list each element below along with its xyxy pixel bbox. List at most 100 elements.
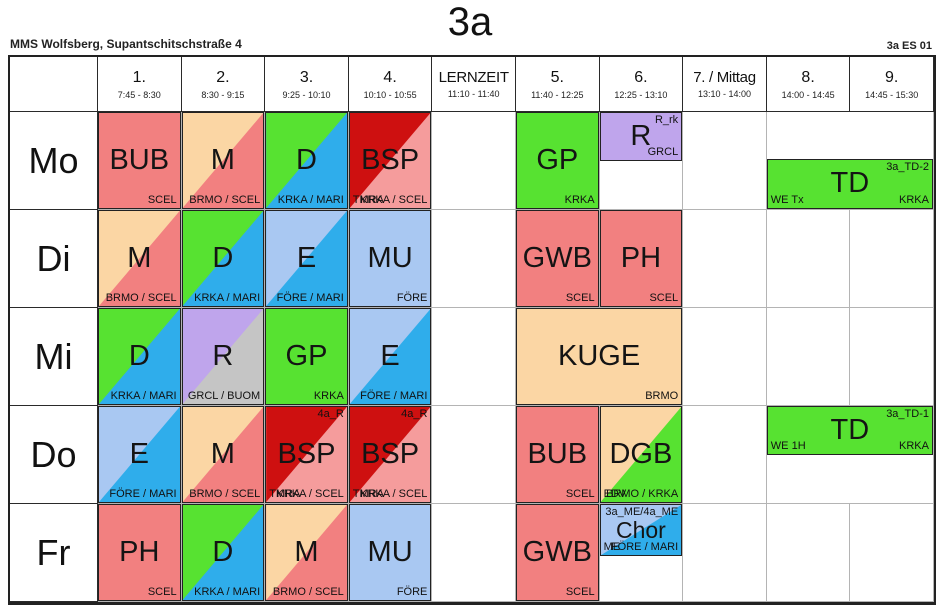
teacher-label: KRKA / MARI xyxy=(277,194,344,206)
cell-di-lernzeit xyxy=(432,210,516,308)
teacher-label: BRMO / SCEL xyxy=(105,292,177,304)
teacher-label: BRMO / KRKA xyxy=(606,488,679,500)
cell-mo-p3: D KRKA / MARI xyxy=(265,112,349,210)
teacher-label: BRMO xyxy=(645,390,679,402)
period-header-1: 1. 7:45 - 8:30 xyxy=(98,57,182,112)
subject-label: M xyxy=(294,536,319,568)
subject-label: MU xyxy=(367,242,413,274)
coupling-tag: 4a_R xyxy=(317,408,344,420)
subject-label: E xyxy=(380,340,400,372)
lesson-mi-e: E FÖRE / MARI xyxy=(348,308,432,405)
teacher-label: SCEL xyxy=(649,292,679,304)
cell-fr-p4: MU FÖRE xyxy=(348,504,433,602)
lesson-mo-gp: GP KRKA xyxy=(515,112,599,209)
room-label: TMRA xyxy=(352,194,384,206)
cell-do-lernzeit xyxy=(432,406,516,504)
cell-fr-p5: GWB SCEL xyxy=(515,504,600,602)
cell-fr-p6: 3a_ME/4a_ME Chor ME FÖRE / MARI xyxy=(599,504,684,602)
lesson-di-mu: MU FÖRE xyxy=(348,210,432,307)
subject-label: E xyxy=(129,438,149,470)
cell-di-p7 xyxy=(683,210,767,308)
cell-fr-lernzeit xyxy=(432,504,516,602)
coupling-tag: 3a_TD-1 xyxy=(886,408,929,420)
period-time: 13:10 - 14:00 xyxy=(697,89,752,99)
cell-do-p5: BUB SCEL xyxy=(515,406,600,504)
lesson-mi-gp: GP KRKA xyxy=(265,308,348,405)
teacher-label: SCEL xyxy=(147,586,177,598)
lesson-mo-r: R_rk R GRCL xyxy=(599,112,683,161)
lesson-di-m: M BRMO / SCEL xyxy=(98,210,181,307)
subject-label: D xyxy=(296,144,317,176)
cell-mo-p5: GP KRKA xyxy=(515,112,600,210)
lesson-mi-r: R GRCL / BUOM xyxy=(181,308,265,405)
period-header-4: 4. 10:10 - 10:55 xyxy=(348,57,433,112)
subject-label: KUGE xyxy=(557,340,641,372)
cell-do-p4: 4a_R BSP TMRA KRKA / SCEL xyxy=(348,406,433,504)
cell-di-p6: PH SCEL xyxy=(599,210,684,308)
teacher-label: BRMO / SCEL xyxy=(189,194,261,206)
plan-code: 3a ES 01 xyxy=(886,40,932,52)
coupling-tag: 3a_ME/4a_ME xyxy=(605,506,679,518)
cell-mo-p6: R_rk R GRCL xyxy=(599,112,684,210)
subject-label: M xyxy=(210,438,235,470)
period-time: 8:30 - 9:15 xyxy=(201,89,245,100)
page-title: 3a xyxy=(447,0,493,44)
room-label: EDV xyxy=(603,488,627,500)
teacher-label: KRKA xyxy=(899,439,929,452)
teacher-label: KRKA / MARI xyxy=(194,292,261,304)
timetable-grid: 1. 7:45 - 8:30 2. 8:30 - 9:15 3. 9:25 - … xyxy=(8,55,936,605)
lesson-di-e: E FÖRE / MARI xyxy=(265,210,348,307)
teacher-label: BRMO / SCEL xyxy=(272,586,344,598)
lesson-do-td: 3a_TD-1 TD WE 1H KRKA xyxy=(766,406,933,455)
lesson-do-m: M BRMO / SCEL xyxy=(181,406,265,503)
teacher-label: FÖRE / MARI xyxy=(109,488,177,500)
cell-do-p7 xyxy=(683,406,767,504)
lesson-fr-ph: PH SCEL xyxy=(98,504,181,601)
cell-mi-p3: GP KRKA xyxy=(265,308,349,406)
cell-di-p5: GWB SCEL xyxy=(515,210,600,308)
period-time: 9:25 - 10:10 xyxy=(282,89,331,100)
subject-label: TD xyxy=(830,413,870,446)
period-label: 9. xyxy=(885,68,899,86)
period-header-6: 6. 12:25 - 13:10 xyxy=(599,57,684,112)
subject-label: M xyxy=(210,144,235,176)
teacher-label: FÖRE / MARI xyxy=(360,390,428,402)
period-label: 6. xyxy=(634,68,648,86)
room-label: ME xyxy=(603,541,621,554)
coupling-tag: R_rk xyxy=(654,114,679,126)
cell-fr-p2: D KRKA / MARI xyxy=(181,504,266,602)
cell-mo-p7 xyxy=(683,112,767,210)
teacher-label: KRKA / SCEL xyxy=(276,488,344,500)
cell-mi-p9 xyxy=(850,308,934,406)
lesson-mo-d: D KRKA / MARI xyxy=(265,112,348,209)
lesson-fr-chor: 3a_ME/4a_ME Chor ME FÖRE / MARI xyxy=(599,504,683,557)
lesson-fr-mu: MU FÖRE xyxy=(348,504,432,601)
subject-label: BUB xyxy=(109,144,170,176)
subject-label: GWB xyxy=(522,242,592,274)
room-label: TMRA xyxy=(352,488,384,500)
teacher-label: KRKA / SCEL xyxy=(360,488,428,500)
cell-mi-p1: D KRKA / MARI xyxy=(98,308,182,406)
period-label: 1. xyxy=(132,68,146,86)
lesson-mo-m: M BRMO / SCEL xyxy=(181,112,265,209)
teacher-label: KRKA xyxy=(899,194,929,206)
room-label: WE Tx xyxy=(770,194,804,206)
teacher-label: SCEL xyxy=(565,488,595,500)
cell-mi-p8 xyxy=(766,308,851,406)
cell-do-p1: E FÖRE / MARI xyxy=(98,406,182,504)
subject-label: M xyxy=(127,242,152,274)
cell-do-p8-p9: 3a_TD-1 TD WE 1H KRKA xyxy=(766,406,934,504)
cell-mi-p5-p6: KUGE BRMO xyxy=(515,308,684,406)
day-label-do: Do xyxy=(10,406,98,504)
period-label: 7. / Mittag xyxy=(693,69,756,86)
period-label: 5. xyxy=(550,68,564,86)
cell-mi-p4: E FÖRE / MARI xyxy=(348,308,433,406)
period-time: 14:00 - 14:45 xyxy=(781,89,835,100)
period-time: 12:25 - 13:10 xyxy=(614,89,668,100)
subject-label: D xyxy=(212,536,234,568)
teacher-label: GRCL / BUOM xyxy=(187,390,261,402)
cell-di-p9 xyxy=(850,210,934,308)
cell-fr-p1: PH SCEL xyxy=(98,504,182,602)
lesson-do-e: E FÖRE / MARI xyxy=(98,406,181,503)
day-label-fr: Fr xyxy=(10,504,98,602)
